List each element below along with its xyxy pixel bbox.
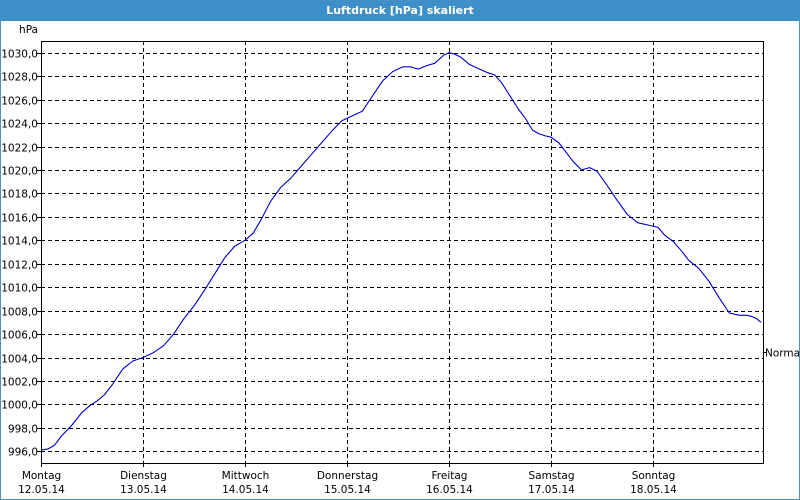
- y-tick-label: 1008,0: [1, 307, 38, 319]
- y-tick-label: 1020,0: [1, 166, 38, 178]
- reference-layer: Normal: [763, 348, 799, 360]
- x-tick-date-label: 13.05.14: [120, 484, 167, 496]
- window-title: Luftdruck [hPa] skaliert: [1, 1, 799, 21]
- x-tick-day-label: Montag: [22, 470, 61, 482]
- pressure-series-line: [40, 52, 762, 451]
- y-tick-label: 1030,0: [1, 49, 38, 61]
- y-tick-label: 1006,0: [1, 330, 38, 342]
- y-tick-label: 1018,0: [1, 189, 38, 201]
- x-tick-date-label: 15.05.14: [324, 484, 371, 496]
- x-tick-date-label: 14.05.14: [222, 484, 269, 496]
- x-tick-day-label: Sonntag: [632, 470, 676, 482]
- x-tick-day-label: Freitag: [432, 470, 468, 482]
- y-tick-label: 1016,0: [1, 213, 38, 225]
- reference-label: Normal: [765, 348, 799, 360]
- x-tick-labels: Montag 12.05.14 Dienstag 13.05.14 Mittwoch 14…: [18, 470, 677, 496]
- y-tick-label: 1014,0: [1, 236, 38, 248]
- plot-border: [41, 41, 764, 464]
- y-tick-label: 1028,0: [1, 72, 38, 84]
- x-tick-day-label: Mittwoch: [222, 470, 270, 482]
- y-tick-labels: 996,0 998,0 1000,0 1002,0 1004,0 1006,0 1008,0…: [1, 49, 38, 459]
- y-tick-label: 1000,0: [1, 400, 38, 412]
- x-tick-day-label: Dienstag: [120, 470, 167, 482]
- y-tick-label: 1022,0: [1, 143, 38, 155]
- y-tick-label: 1026,0: [1, 96, 38, 108]
- y-tick-label: 1002,0: [1, 377, 38, 389]
- y-tick-label: 1010,0: [1, 283, 38, 295]
- x-tick-date-label: 18.05.14: [630, 484, 677, 496]
- x-tick-day-label: Samstag: [528, 470, 574, 482]
- x-tick-date-label: 17.05.14: [528, 484, 575, 496]
- y-tick-label: 998,0: [8, 424, 38, 436]
- y-tick-label: 1024,0: [1, 119, 38, 131]
- x-tick-day-label: Donnerstag: [317, 470, 378, 482]
- y-tick-label: 1012,0: [1, 260, 38, 272]
- series-layer: [40, 52, 762, 451]
- x-tick-date-label: 12.05.14: [18, 484, 65, 496]
- y-axis-label: hPa: [19, 24, 38, 36]
- y-tick-label: 996,0: [8, 447, 38, 459]
- y-tick-label: 1004,0: [1, 354, 38, 366]
- grid-lines: [41, 41, 763, 463]
- x-tick-date-label: 16.05.14: [426, 484, 473, 496]
- axes: [37, 41, 764, 467]
